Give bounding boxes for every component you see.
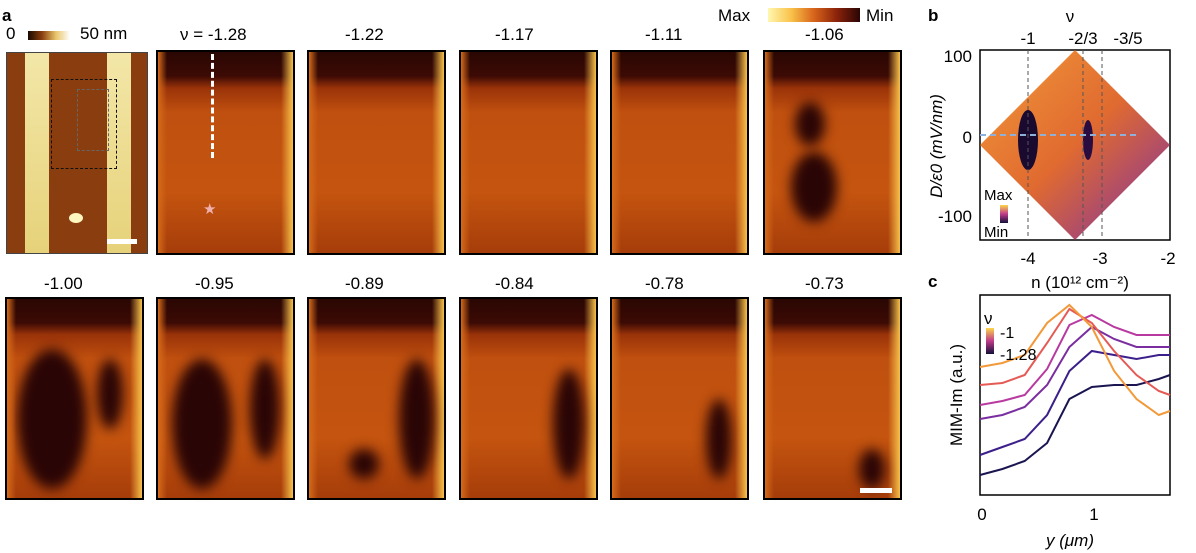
x-tick-2: -3 [1092,249,1107,268]
nu-label-6: -1.00 [44,274,83,293]
y-tick-3: -100 [938,207,972,226]
legend-max: -1 [1000,325,1014,342]
nu-label-10: -0.78 [645,274,684,293]
legend-title: ν [984,309,993,328]
mim-map-10 [610,297,749,500]
nu-label-5: -1.06 [805,25,844,44]
y-tick-1: 100 [944,47,972,66]
top-tick-1: -1 [1020,29,1035,48]
mim-map-8 [307,297,446,500]
nu-label-4: -1.11 [645,25,683,44]
legend-colorbar [986,328,994,354]
c-x-tick-2: 1 [1089,505,1098,524]
mim-line-series-3 [979,325,1170,420]
c-x-tick-1: 0 [977,505,986,524]
scale-bar [860,488,892,493]
colorbar-min-label: Min [866,6,894,25]
x-tick-3: -2 [1160,249,1175,268]
nu-label-7: -0.95 [195,274,234,293]
mim-map-7 [156,297,295,500]
nu-axis-title: ν [1066,7,1075,26]
y-tick-2: 0 [963,128,972,147]
y-axis-title: D/ε0 (mV/nm) [927,94,946,198]
phase-diagram [980,50,1170,240]
mim-line-series-2 [979,349,1170,456]
mim-map-2 [307,50,446,255]
mim-map-9 [459,297,598,500]
topography-image [6,52,148,254]
x-tick-1: -4 [1020,249,1035,268]
nu-label-9: -0.84 [495,274,534,293]
c-y-axis-title: MIM-Im (a.u.) [947,344,966,446]
top-tick-2: -2/3 [1068,29,1097,48]
mim-colorbar [768,8,860,22]
nu-label-3: -1.17 [495,25,534,44]
nu-label-11: -0.73 [805,274,844,293]
mim-line-series-4 [979,313,1170,406]
mim-map-1: ★ [156,50,295,255]
panel-a-letter: a [2,6,12,25]
b-colorbar-min: Min [984,224,1008,241]
nu-label-8: -0.89 [345,274,384,293]
mim-line-series-1 [979,374,1171,476]
c-x-axis-title: y (μm) [1045,531,1094,550]
colorbar-max-label: Max [718,6,751,25]
mim-map-11 [763,297,902,500]
legend-min: -1.28 [1000,347,1037,364]
mim-map-4 [610,50,749,255]
panel-c-letter: c [928,272,938,291]
mim-map-3 [459,50,598,255]
nu-label-2: -1.22 [345,25,384,44]
top-tick-3: -3/5 [1113,29,1142,48]
x-axis-title: n (10¹² cm⁻²) [1031,273,1129,292]
mim-map-5 [763,50,902,255]
b-colorbar-max: Max [984,187,1013,204]
topo-scale-min: 0 [6,24,16,43]
panel-c-chart: ν -1 -1.28 0 1 y (μm) MIM-Im (a.u.) [947,294,1171,550]
mim-line-series-6 [979,303,1171,417]
mim-map-6 [5,297,144,500]
nu-label-1: ν = -1.28 [180,25,247,44]
panel-b-letter: b [928,6,939,25]
panel-b-chart: ν -1 -2/3 -3/5 100 0 -100 D/ε0 (mV/nm) M… [927,7,1176,292]
topo-scale-max: 50 nm [80,24,128,43]
topo-colorbar [28,31,70,40]
